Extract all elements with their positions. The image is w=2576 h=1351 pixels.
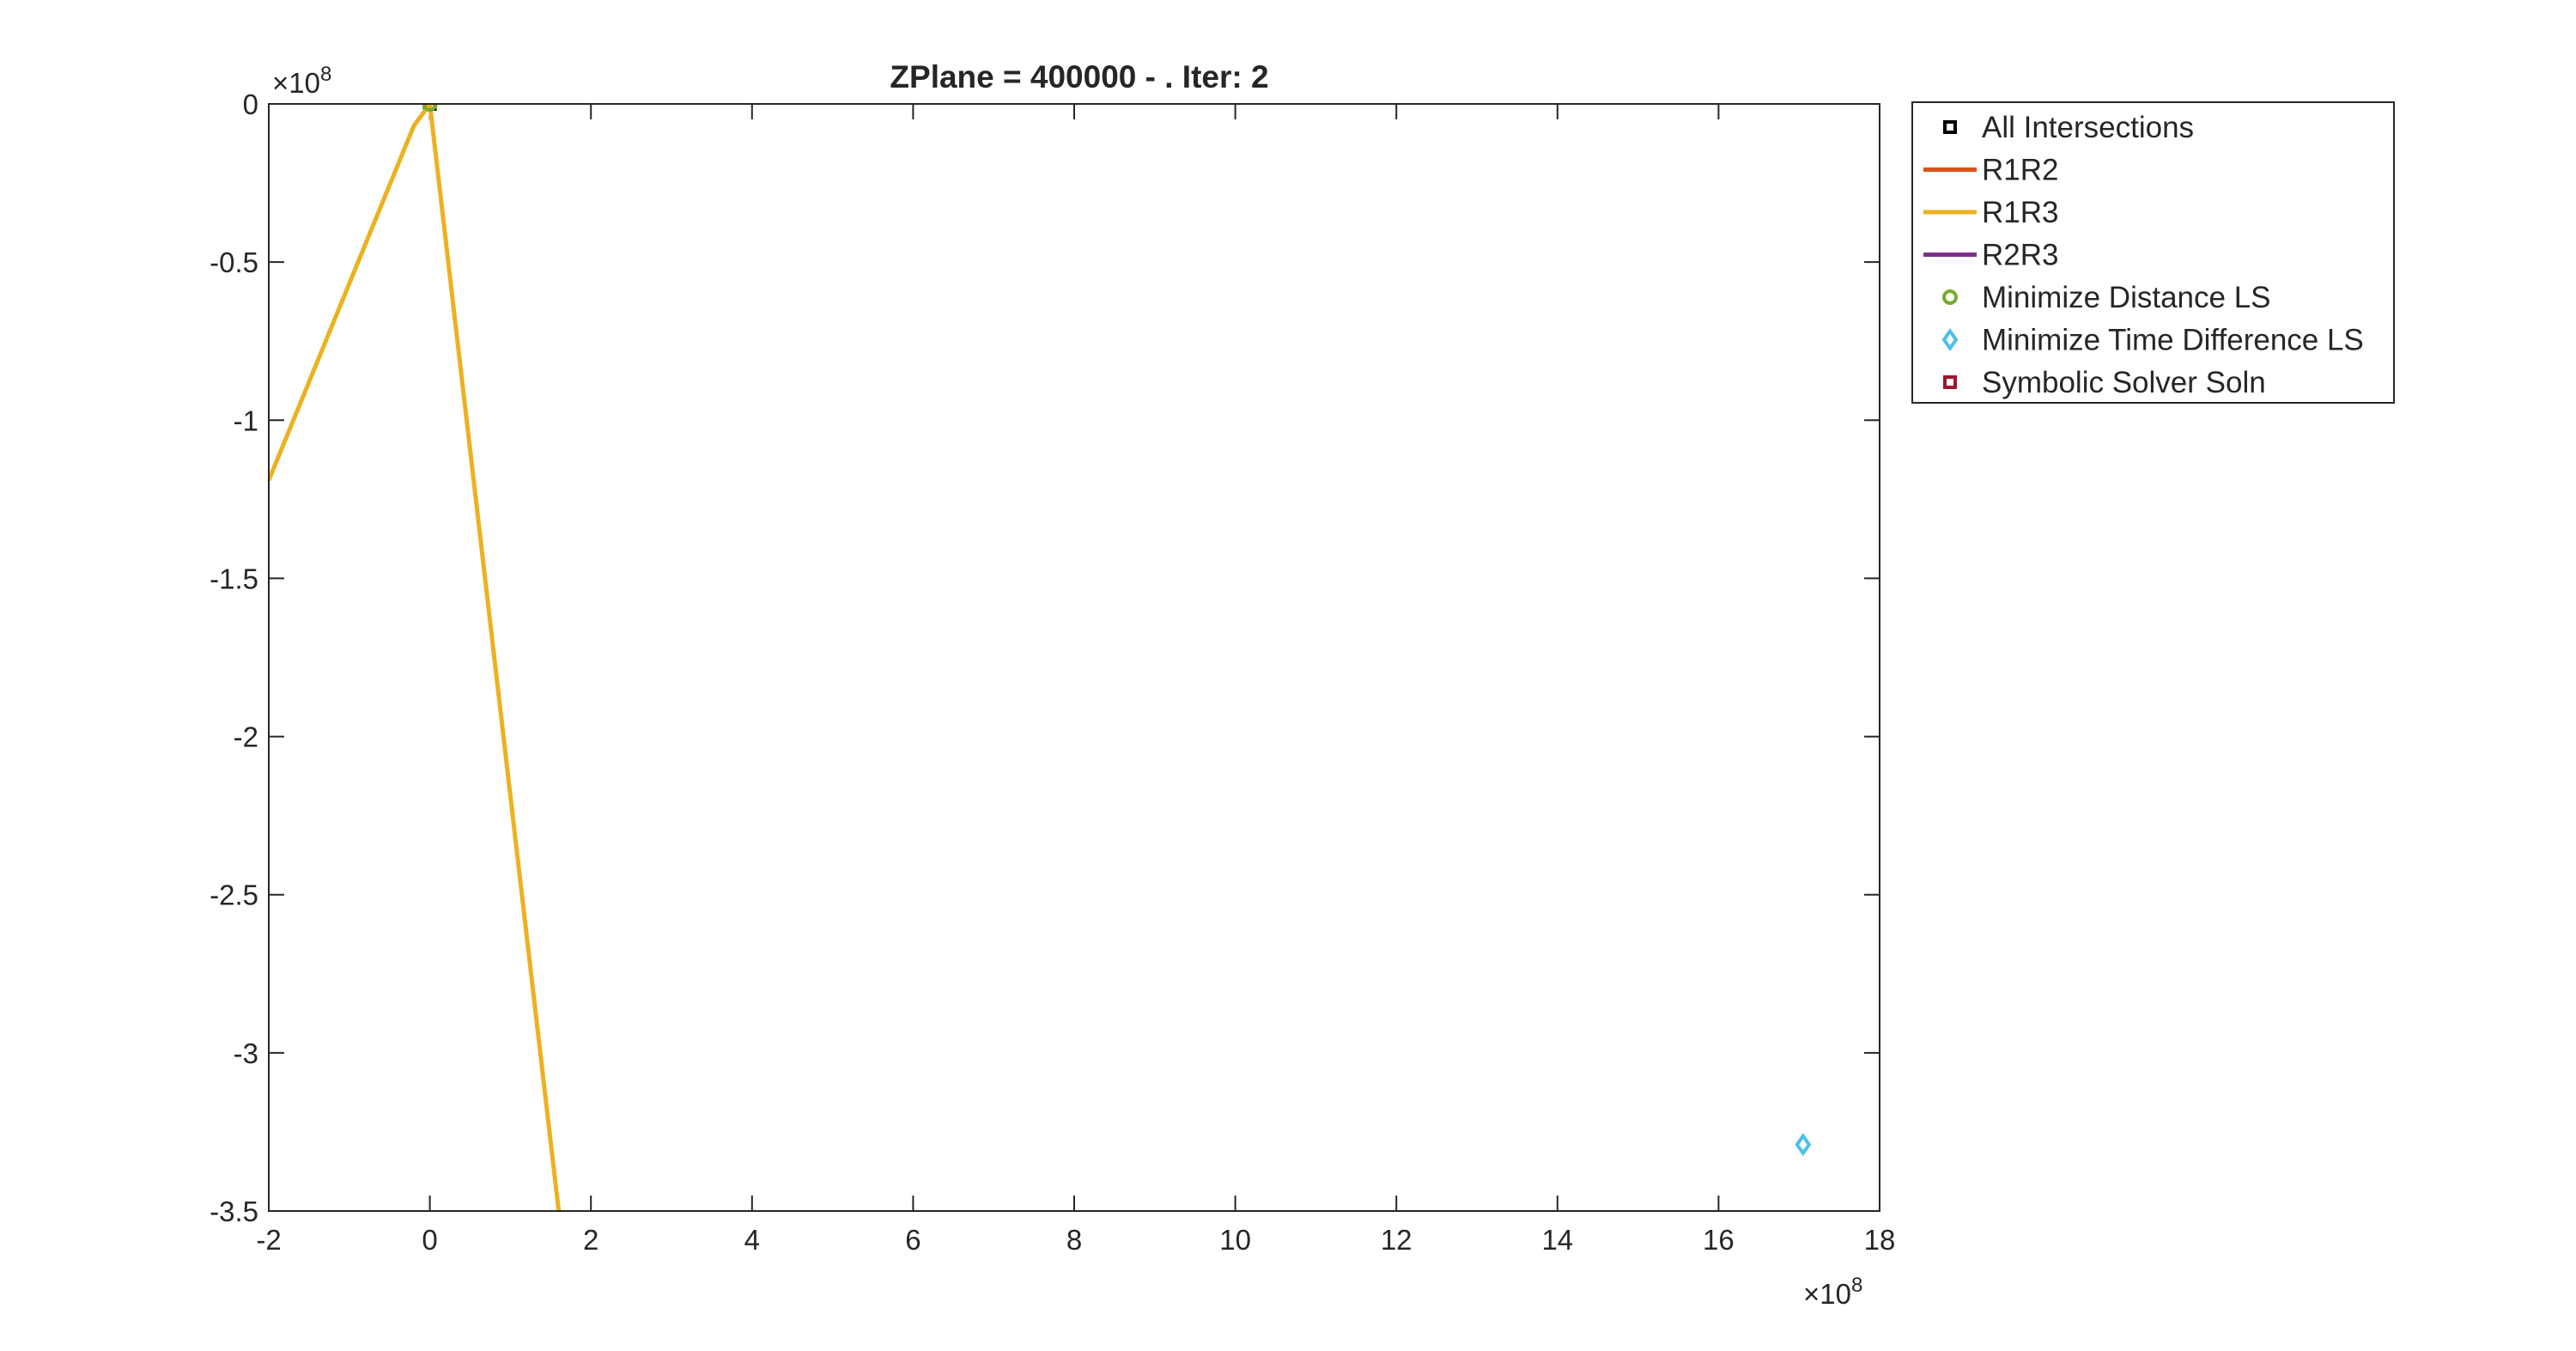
legend-swatch: [1941, 328, 1959, 351]
legend-item-symbolic-solver-soln[interactable]: Symbolic Solver Soln: [1943, 366, 2266, 399]
chart-title: ZPlane = 400000 - . Iter: 2: [890, 59, 1268, 94]
y-tick-label: -2: [234, 721, 258, 753]
data-point-minimize-distance-ls: [422, 104, 438, 112]
plot-area: [269, 104, 1880, 1211]
legend-label: R1R2: [1982, 154, 2058, 187]
legend-box: [1911, 101, 2395, 404]
legend-item-all-intersections[interactable]: All Intersections: [1943, 111, 2194, 144]
legend-item-r2r3[interactable]: R2R3: [1923, 239, 2058, 272]
legend[interactable]: All Intersections R1R2 R1R3 R2R3 Minimize Di…: [1911, 101, 2395, 404]
y-tick-label: 0: [243, 88, 258, 120]
legend-label: Symbolic Solver Soln: [1982, 366, 2266, 399]
legend-swatch: [1943, 375, 1957, 389]
y-tick-label: -3: [234, 1038, 258, 1069]
legend-swatch: [1942, 289, 1958, 305]
x-tick-label: 2: [583, 1224, 598, 1256]
legend-item-r1r2[interactable]: R1R2: [1923, 154, 2058, 187]
legend-item-minimize-distance-ls[interactable]: Minimize Distance LS: [1942, 281, 2271, 314]
plot-box: [268, 103, 1880, 1212]
legend-label: Minimize Time Difference LS: [1982, 324, 2364, 357]
x-tick-label: 0: [422, 1224, 437, 1256]
legend-item-minimize-time-difference-ls[interactable]: Minimize Time Difference LS: [1941, 324, 2364, 357]
x-tick-label: 16: [1703, 1224, 1735, 1256]
y-tick-label: -1: [234, 405, 258, 436]
y-tick-label: -2.5: [210, 879, 258, 911]
y-axis-exponent: ×108: [272, 63, 331, 99]
legend-swatch: [1943, 120, 1957, 134]
x-tick-label: 12: [1381, 1224, 1413, 1256]
x-axis-exponent: ×108: [1803, 1274, 1862, 1310]
y-tick-label: -1.5: [210, 563, 258, 594]
legend-label: Minimize Distance LS: [1982, 281, 2271, 314]
legend-label: All Intersections: [1982, 111, 2194, 144]
tick-labels: -2 0 2 4 6 8 10 12 14 16 18 0 -0.5 -1 -1.5 -2 -2.5 -3 -3.5: [210, 88, 1895, 1256]
series-line-r1r3: [269, 104, 562, 1211]
plot-axes[interactable]: [268, 98, 1880, 1212]
legend-item-r1r3[interactable]: R1R3: [1923, 196, 2058, 229]
y-tick-label: -0.5: [210, 246, 258, 278]
svg-text:×108: ×108: [272, 63, 331, 99]
x-tick-label: 4: [744, 1224, 760, 1256]
legend-label: R1R3: [1982, 196, 2058, 229]
x-tick-label: -2: [256, 1224, 281, 1256]
x-tick-label: 14: [1541, 1224, 1573, 1256]
x-tick-label: 6: [905, 1224, 920, 1256]
x-tick-label: 10: [1219, 1224, 1251, 1256]
data-point-minimize-time-difference-ls: [1795, 1133, 1812, 1157]
x-tick-label: 8: [1066, 1224, 1082, 1256]
y-tick-label: -3.5: [210, 1196, 258, 1227]
svg-text:×108: ×108: [1803, 1274, 1862, 1310]
legend-label: R2R3: [1982, 239, 2058, 272]
series-layer: [269, 104, 1812, 1211]
x-tick-label: 18: [1864, 1224, 1896, 1256]
